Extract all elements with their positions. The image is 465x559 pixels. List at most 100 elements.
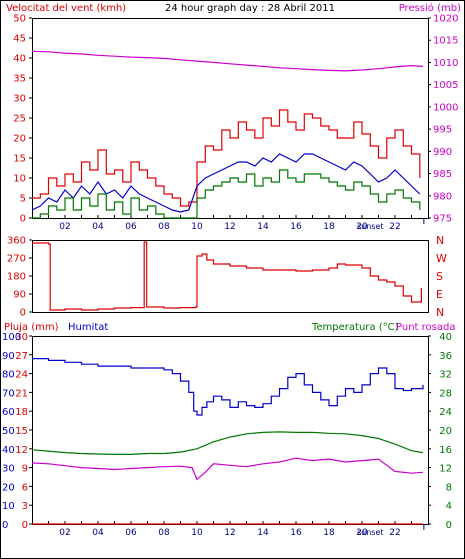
wind-ytick-label: 10 bbox=[13, 174, 26, 185]
humidity-ytick-label: 50 bbox=[2, 426, 15, 437]
pressure-ytick-label: 995 bbox=[433, 125, 452, 136]
wind_gust-series-line bbox=[32, 109, 421, 207]
wind-ytick-label: 40 bbox=[13, 54, 26, 65]
pressure-ytick-label: 985 bbox=[433, 169, 452, 180]
pressure-ytick-label: 1010 bbox=[433, 58, 458, 69]
direction-ytick-label: 360 bbox=[7, 236, 26, 247]
rain-ytick-label: 21 bbox=[15, 388, 28, 399]
wind-ytick-label: 25 bbox=[13, 114, 26, 125]
rain_humidity_temp-xtick-label: 06 bbox=[125, 528, 137, 538]
rain-ytick-label: 18 bbox=[15, 407, 28, 418]
rain-ytick-label: 30 bbox=[15, 332, 28, 343]
wind_pressure-xtick-label: 12 bbox=[224, 222, 235, 232]
pressure-ytick-label: 980 bbox=[433, 191, 452, 202]
wind-ytick-label: 5 bbox=[20, 194, 26, 205]
rain-ytick-label: 6 bbox=[22, 482, 28, 493]
rain_humidity_temp-xtick-label: 16 bbox=[290, 528, 302, 538]
wind_pressure-xtick-label: 08 bbox=[158, 222, 170, 232]
rain-ytick-label: 15 bbox=[15, 426, 28, 437]
rain_humidity_temp-xtick-label: 12 bbox=[224, 528, 235, 538]
temp-ytick-label: 28 bbox=[439, 388, 452, 399]
compass-label: E bbox=[436, 288, 443, 301]
rain_humidity_temp-xtick-label: 20 bbox=[356, 528, 368, 538]
wind_pressure-xtick-label: 18 bbox=[323, 222, 335, 232]
wind_pressure-xtick-label: 06 bbox=[125, 222, 137, 232]
temp-ytick-label: 24 bbox=[439, 407, 452, 418]
wind_pressure-xtick-label: 14 bbox=[257, 222, 269, 232]
wind_pressure-xtick-label: 20 bbox=[356, 222, 368, 232]
rain_humidity_temp-sunset-label: sunset bbox=[357, 528, 384, 537]
humidity-axis-title: Humitat bbox=[68, 322, 108, 333]
compass-label: N bbox=[436, 234, 444, 247]
graph-title: 24 hour graph day : 28 Abril 2011 bbox=[165, 3, 335, 14]
direction-ytick-label: 0 bbox=[20, 308, 26, 319]
humidity-ytick-label: 40 bbox=[2, 445, 15, 456]
humidity-ytick-label: 20 bbox=[2, 482, 15, 493]
wind_pressure-sunset-label: sunset bbox=[357, 222, 384, 231]
pressure-ytick-label: 1020 bbox=[433, 14, 458, 25]
wind-ytick-label: 50 bbox=[13, 14, 26, 25]
wind-ytick-label: 30 bbox=[13, 94, 26, 105]
rain_humidity_temp-xtick-label: 18 bbox=[323, 528, 335, 538]
compass-label: N bbox=[436, 306, 444, 319]
humidity-series-line bbox=[32, 358, 424, 416]
temp-ytick-label: 40 bbox=[439, 332, 452, 343]
pressure-axis-title: Pressió (mb) bbox=[399, 2, 461, 14]
humidity-ytick-label: 80 bbox=[2, 370, 15, 381]
wind-ytick-label: 45 bbox=[13, 34, 26, 45]
wind_pressure-xtick-label: 22 bbox=[389, 222, 400, 232]
humidity-ytick-label: 70 bbox=[2, 388, 15, 399]
wind_pressure-xtick-label: 04 bbox=[92, 222, 104, 232]
rain-ytick-label: 27 bbox=[15, 351, 28, 362]
pressure-ytick-label: 990 bbox=[433, 147, 452, 158]
pressure-series-line bbox=[31, 50, 424, 72]
chart-panels: 0510152025303540455097598098599099510001… bbox=[2, 14, 458, 539]
wind-ytick-label: 15 bbox=[13, 154, 26, 165]
wind-ytick-label: 20 bbox=[13, 134, 26, 145]
temp-ytick-label: 32 bbox=[439, 370, 452, 381]
rain_humidity_temp-xtick-label: 14 bbox=[257, 528, 269, 538]
humidity-ytick-label: 100 bbox=[2, 332, 21, 343]
humidity-ytick-label: 0 bbox=[2, 520, 8, 531]
wind_min-series-line bbox=[32, 169, 421, 219]
temp-ytick-label: 4 bbox=[446, 501, 452, 512]
temp-ytick-label: 8 bbox=[446, 482, 452, 493]
temperature-series-line bbox=[31, 431, 424, 455]
wind_pressure-frame bbox=[32, 18, 429, 219]
rain_humidity_temp-xtick-label: 02 bbox=[59, 528, 70, 538]
wind_pressure-xtick-label: 10 bbox=[191, 222, 203, 232]
wind-ytick-label: 35 bbox=[13, 74, 26, 85]
rain_humidity_temp-xtick-label: 22 bbox=[389, 528, 400, 538]
temp-ytick-label: 12 bbox=[439, 464, 452, 475]
rain_humidity_temp-xtick-label: 10 bbox=[191, 528, 203, 538]
temp-ytick-label: 16 bbox=[439, 445, 452, 456]
temp-ytick-label: 36 bbox=[439, 351, 452, 362]
wind_pressure-xtick-label: 16 bbox=[290, 222, 302, 232]
temperature-axis-title: Temperatura (°C) bbox=[311, 322, 399, 333]
temp-ytick-label: 0 bbox=[446, 520, 452, 531]
temp-ytick-label: 20 bbox=[439, 426, 452, 437]
rain-ytick-label: 24 bbox=[15, 370, 28, 381]
compass-label: W bbox=[436, 252, 447, 265]
pressure-ytick-label: 975 bbox=[433, 214, 452, 225]
dewpoint-axis-title: Punt rosada bbox=[396, 322, 455, 333]
pressure-ytick-label: 1000 bbox=[433, 102, 458, 113]
direction-ytick-label: 270 bbox=[7, 254, 26, 265]
rain-ytick-label: 0 bbox=[22, 520, 28, 531]
direction-series-line bbox=[32, 241, 422, 311]
rain_humidity_temp-xtick-label: 04 bbox=[92, 528, 104, 538]
pressure-ytick-label: 1015 bbox=[433, 36, 458, 47]
rain-axis-title: Pluja (mm) bbox=[4, 322, 59, 333]
wind_pressure-xtick-label: 02 bbox=[59, 222, 70, 232]
pressure-ytick-label: 1005 bbox=[433, 80, 458, 91]
rain-ytick-label: 3 bbox=[22, 501, 28, 512]
wind-ytick-label: 0 bbox=[20, 214, 26, 225]
wind_direction-frame bbox=[32, 240, 429, 313]
compass-label: S bbox=[436, 270, 443, 283]
direction-ytick-label: 180 bbox=[7, 272, 26, 283]
direction-ytick-label: 90 bbox=[13, 290, 26, 301]
wind-axis-title: Velocitat del vent (kmh) bbox=[6, 3, 126, 14]
